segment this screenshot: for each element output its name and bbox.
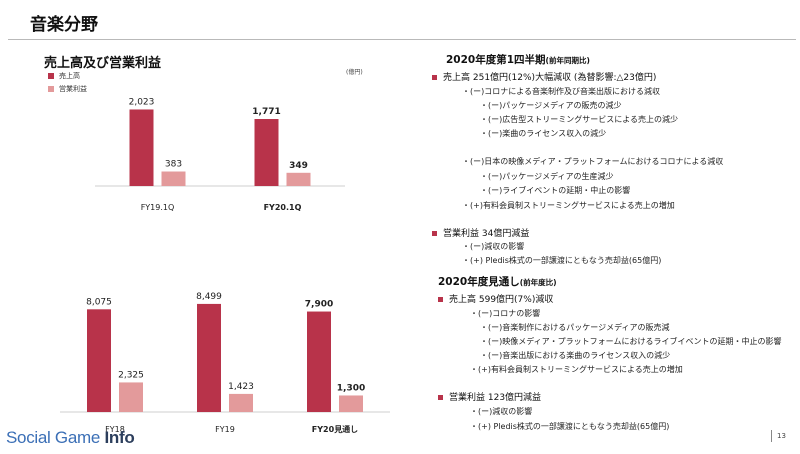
bullet-square-icon <box>432 231 437 236</box>
fy-profit-line: ・(+) Pledis株式の一部譲渡にともなう売却益(65億円) <box>470 422 670 431</box>
bullet-square-icon <box>438 297 443 302</box>
fy-sales-line: ・(ー)コロナの影響 <box>470 309 541 318</box>
q1-heading: 2020年度第1四半期(前年同期比) <box>446 52 590 67</box>
fy-heading: 2020年度見通し(前年度比) <box>438 274 557 289</box>
q1-sales-line: ・(ー)広告型ストリーミングサービスによる売上の減少 <box>480 115 678 124</box>
sales-data-label: 1,771 <box>252 107 280 117</box>
category-tick-label: FY20見通し <box>312 424 358 434</box>
q1-heading-text: 2020年度第1四半期 <box>446 54 546 66</box>
q1-sales-bullet: 売上高 251億円(12%)大幅減収 (為替影響:△23億円) <box>432 70 656 83</box>
watermark-info-text: Info <box>104 428 135 447</box>
profit-data-label: 2,325 <box>118 370 144 380</box>
sales-data-label: 7,900 <box>305 300 333 310</box>
category-tick-label: FY18 <box>105 425 125 434</box>
category-tick-label: FY20.1Q <box>264 203 302 212</box>
profit-bar <box>339 395 363 412</box>
q1-sales-text: 売上高 251億円(12%)大幅減収 (為替影響:△23億円) <box>443 73 657 83</box>
profit-data-label: 383 <box>165 160 182 170</box>
sales-data-label: 8,499 <box>196 292 222 302</box>
unit-label: (億円) <box>346 69 363 76</box>
profit-bar <box>286 172 311 186</box>
legend-label-sales: 売上高 <box>59 71 80 80</box>
profit-bar <box>119 382 143 412</box>
q1-sales-line: ・(ー)楽曲のライセンス収入の減少 <box>480 129 607 138</box>
bar-chart-2: 8,075 2,325 FY18 8,499 1,423 FY19 7,900 1,300 FY… <box>60 292 390 434</box>
watermark-text: Social Game <box>6 428 105 447</box>
chart-legend: 売上高 営業利益 <box>48 69 87 95</box>
profit-bar <box>161 171 186 186</box>
legend-item-profit: 営業利益 <box>48 82 87 95</box>
profit-data-label: 349 <box>289 161 308 171</box>
q1-profit-text: 営業利益 34億円減益 <box>443 229 530 239</box>
page-number: 13 <box>771 430 786 442</box>
q1-heading-note: (前年同期比) <box>545 56 590 65</box>
sales-data-label: 2,023 <box>129 97 155 107</box>
legend-item-sales: 売上高 <box>48 69 87 82</box>
sales-bar <box>307 311 331 412</box>
fy-profit-line: ・(ー)減収の影響 <box>470 407 533 416</box>
category-tick-label: FY19.1Q <box>141 203 175 212</box>
profit-data-label: 1,423 <box>228 382 254 392</box>
legend-label-profit: 営業利益 <box>59 84 87 93</box>
q1-sales-line: ・(ー)コロナによる音楽制作及び音楽出版における減収 <box>462 87 660 96</box>
q1-sales-line: ・(ー)ライブイベントの延期・中止の影響 <box>480 186 631 195</box>
sales-data-label: 8,075 <box>86 297 112 307</box>
fy-sales-line: ・(ー)映像メディア・プラットフォームにおけるライブイベントの延期・中止の影響 <box>480 337 782 346</box>
sales-bar <box>254 119 279 186</box>
bullet-square-icon <box>438 395 443 400</box>
q1-profit-bullet: 営業利益 34億円減益 <box>432 226 529 239</box>
fy-sales-text: 売上高 599億円(7%)減収 <box>449 295 554 305</box>
bar-charts: 2,023 383 FY19.1Q 1,771 349 FY20.1Q 8,075 2,325… <box>60 97 390 434</box>
fy-profit-text: 営業利益 123億円減益 <box>449 393 542 403</box>
legend-swatch-sales <box>48 72 54 79</box>
q1-profit-line: ・(ー)減収の影響 <box>462 242 525 251</box>
fy-sales-line: ・(ー)音楽制作におけるパッケージメディアの販売減 <box>480 323 670 332</box>
q1-profit-line: ・(+) Pledis株式の一部譲渡にともなう売却益(65億円) <box>462 256 662 265</box>
fy-heading-note: (前年度比) <box>519 278 557 287</box>
q1-sales-line: ・(ー)日本の映像メディア・プラットフォームにおけるコロナによる減収 <box>462 157 724 166</box>
bar-chart-1: 2,023 383 FY19.1Q 1,771 349 FY20.1Q <box>95 97 345 212</box>
sales-bar <box>197 303 221 412</box>
site-watermark: Social Game Info <box>6 428 135 448</box>
q1-sales-line: ・(ー)パッケージメディアの販売の減少 <box>480 101 622 110</box>
category-tick-label: FY19 <box>215 425 235 434</box>
page-title: 音楽分野 <box>30 15 98 35</box>
sales-bar <box>129 109 154 186</box>
fy-heading-text: 2020年度見通し <box>438 276 520 288</box>
fy-profit-bullet: 営業利益 123億円減益 <box>438 390 541 403</box>
fy-sales-bullet: 売上高 599億円(7%)減収 <box>438 292 553 305</box>
profit-data-label: 1,300 <box>337 383 365 393</box>
fy-sales-line: ・(+)有料会員制ストリーミングサービスによる売上の増加 <box>470 365 683 374</box>
section-title: 売上高及び営業利益 <box>44 56 162 71</box>
bullet-square-icon <box>432 75 437 80</box>
profit-bar <box>229 393 253 412</box>
legend-swatch-profit <box>48 85 54 92</box>
sales-bar <box>87 309 111 412</box>
fy-sales-line: ・(ー)音楽出版における楽曲のライセンス収入の減少 <box>480 351 671 360</box>
q1-sales-line: ・(+)有料会員制ストリーミングサービスによる売上の増加 <box>462 201 675 210</box>
q1-sales-line: ・(ー)パッケージメディアの生産減少 <box>480 172 614 181</box>
title-divider <box>8 39 796 40</box>
